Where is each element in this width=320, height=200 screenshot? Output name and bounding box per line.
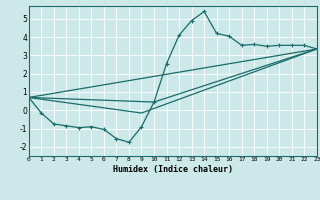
X-axis label: Humidex (Indice chaleur): Humidex (Indice chaleur) <box>113 165 233 174</box>
